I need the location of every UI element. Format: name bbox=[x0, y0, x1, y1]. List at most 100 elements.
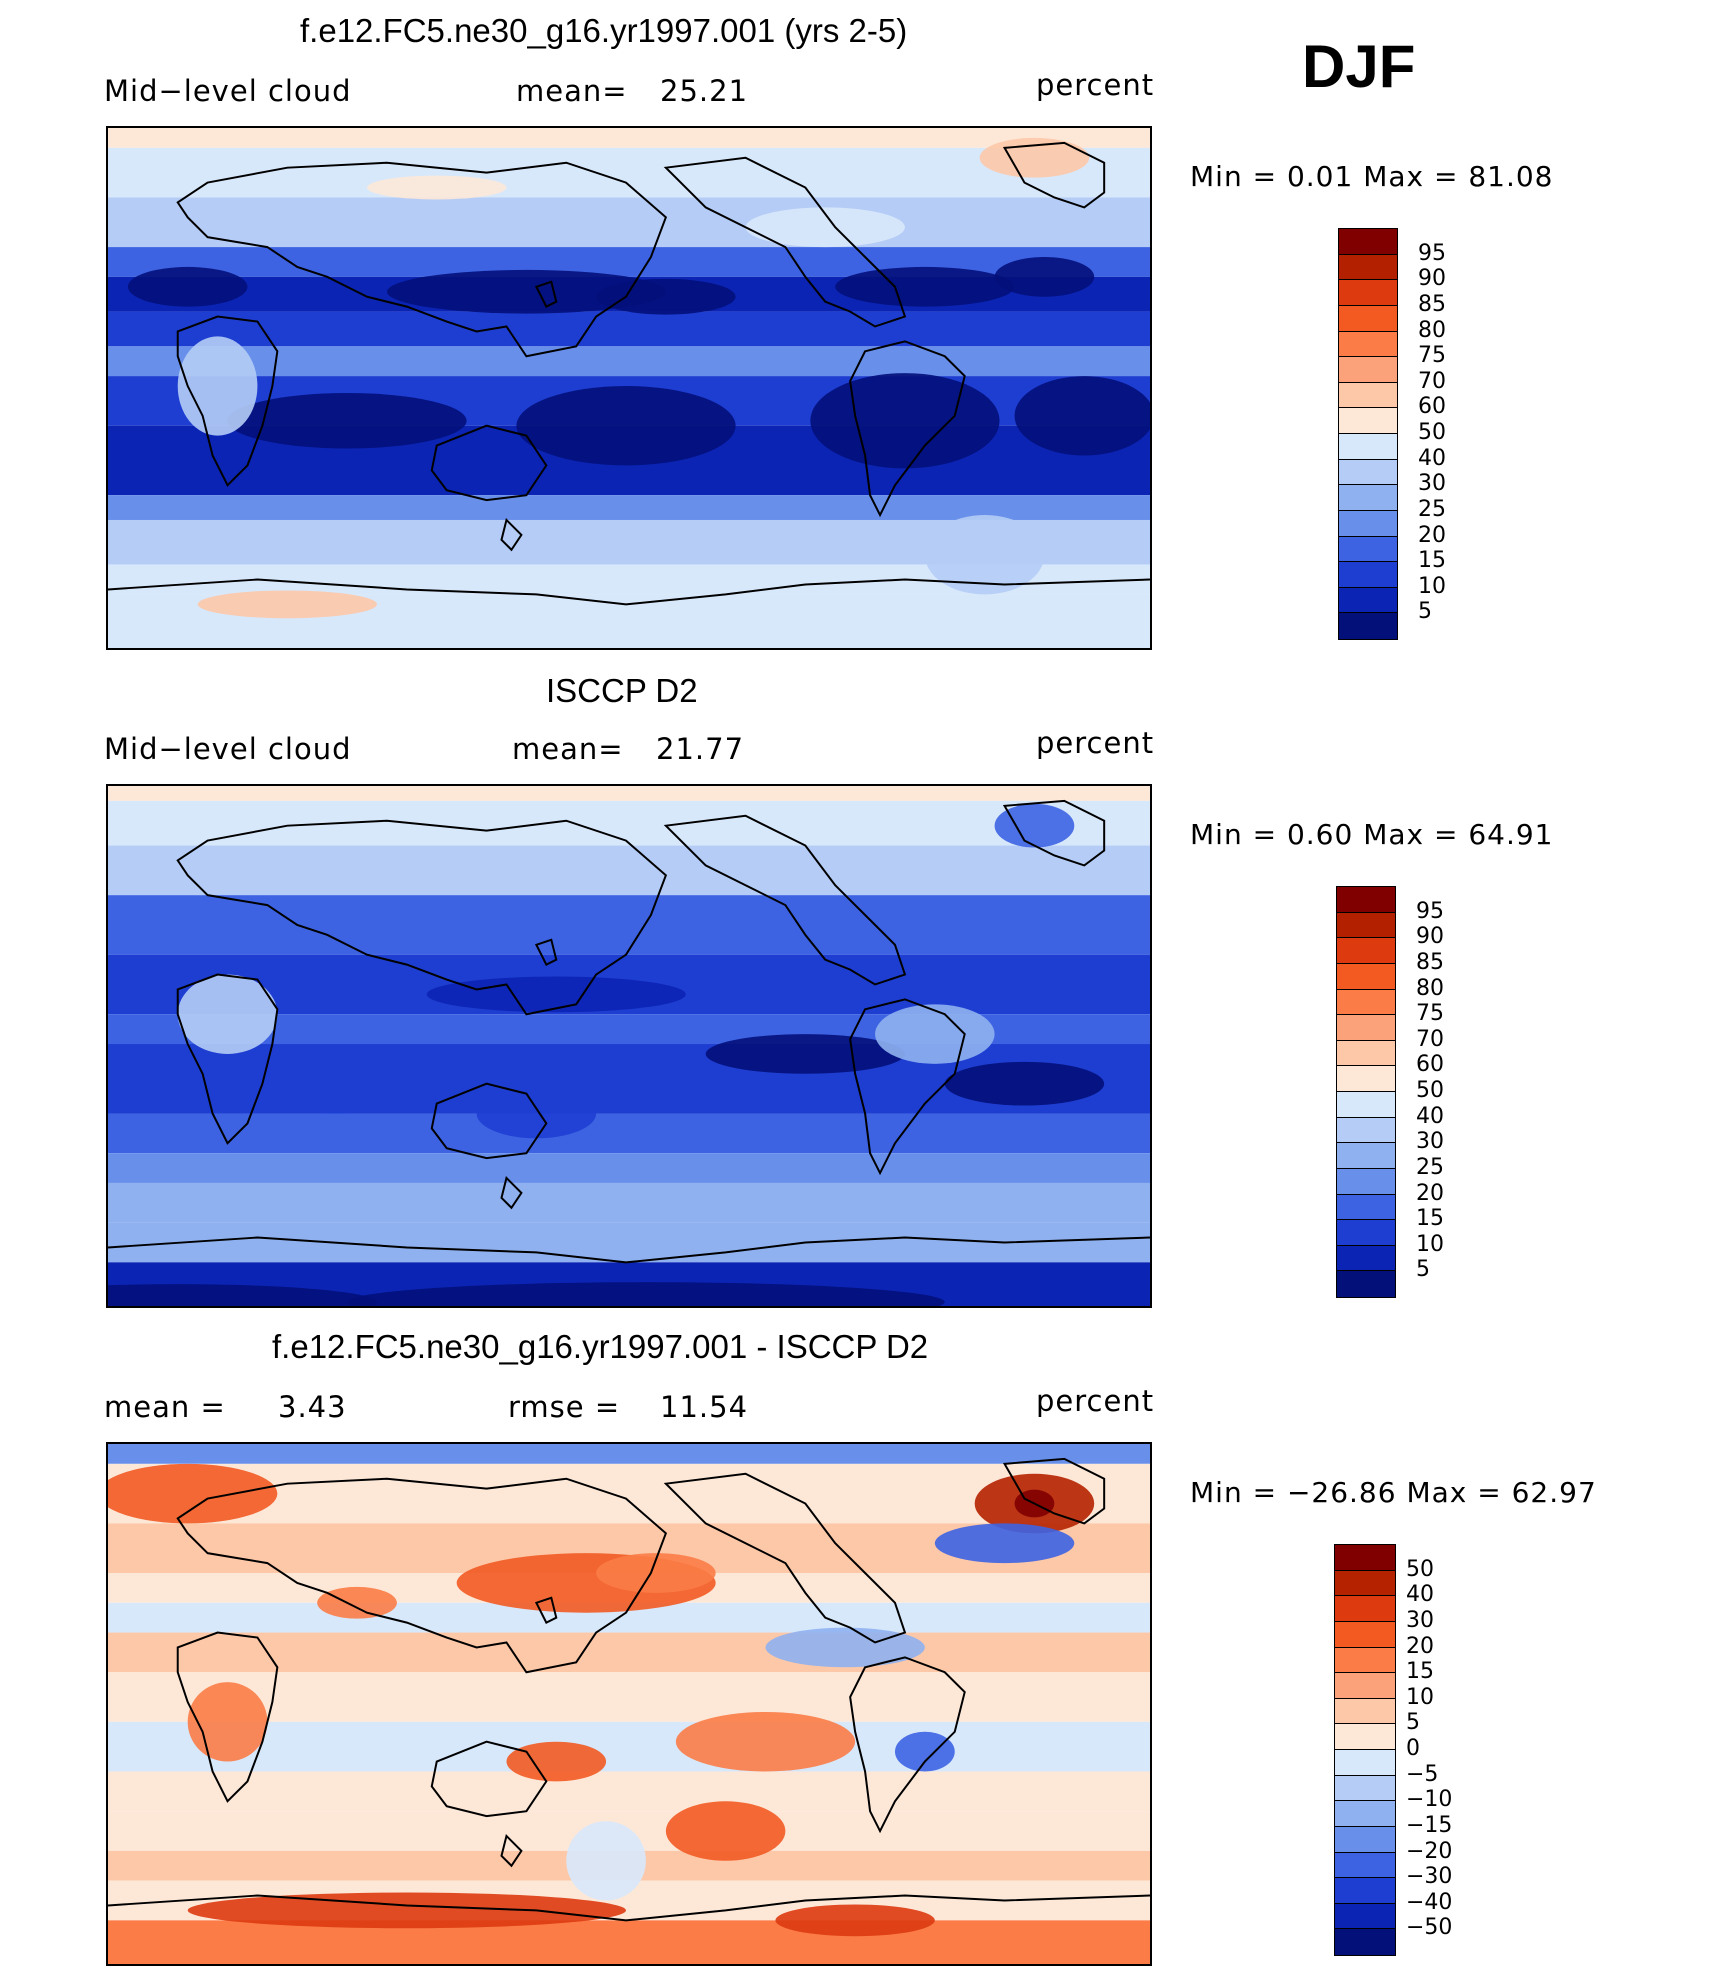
panel-2-map bbox=[106, 784, 1152, 1308]
colorbar-swatch bbox=[1335, 1570, 1395, 1597]
coastline bbox=[176, 973, 279, 1145]
map-band bbox=[108, 845, 1150, 896]
map-band bbox=[108, 1771, 1150, 1812]
colorbar-tick-label: 60 bbox=[1416, 1052, 1444, 1078]
map-contour-region bbox=[177, 974, 278, 1054]
colorbar-swatch bbox=[1339, 254, 1397, 281]
map-contour-region bbox=[979, 137, 1090, 178]
coastline bbox=[849, 340, 966, 518]
panel-1-colorbar-labels: 95 90 85 80 75 70 60 50 40 30 25 20 15 10 5 bbox=[1418, 228, 1478, 640]
colorbar-tick-label: 5 bbox=[1418, 599, 1432, 625]
panel-2-minmax: Min = 0.60 Max = 64.91 bbox=[1190, 818, 1554, 851]
map-contour-region bbox=[187, 1682, 268, 1762]
colorbar-tick-label: −40 bbox=[1406, 1889, 1453, 1915]
map-contour-region bbox=[894, 1731, 955, 1772]
colorbar-swatch bbox=[1335, 1801, 1395, 1827]
map-band bbox=[108, 1153, 1150, 1183]
map-band bbox=[108, 1632, 1150, 1673]
colorbar-tick-label: 20 bbox=[1418, 522, 1446, 548]
map-contour-region bbox=[347, 1282, 945, 1306]
panel-3-rmse-key: rmse = bbox=[508, 1390, 621, 1424]
panel-1-map-svg bbox=[108, 128, 1150, 648]
colorbar-tick-label: 20 bbox=[1416, 1180, 1444, 1206]
coastline bbox=[849, 998, 966, 1176]
map-contour-region bbox=[810, 373, 1000, 469]
map-band bbox=[108, 1444, 1150, 1464]
colorbar-tick-label: 75 bbox=[1416, 1001, 1444, 1027]
colorbar-swatch bbox=[1339, 536, 1397, 563]
panel-1-mean-value: 25.21 bbox=[660, 74, 749, 108]
coastline bbox=[108, 578, 1150, 606]
coastline bbox=[176, 1477, 668, 1674]
map-contour-region bbox=[506, 1741, 607, 1782]
colorbar-tick-label: 85 bbox=[1418, 291, 1446, 317]
map-contour-region bbox=[187, 1892, 627, 1929]
colorbar-swatch bbox=[1339, 331, 1397, 358]
coastline bbox=[500, 518, 523, 552]
colorbar-swatch bbox=[1335, 1724, 1395, 1750]
map-contour-region bbox=[247, 1053, 427, 1114]
map-contour-region bbox=[675, 1711, 856, 1772]
map-band bbox=[108, 895, 1150, 955]
colorbar-tick-label: 85 bbox=[1416, 949, 1444, 975]
colorbar-swatch bbox=[1339, 434, 1397, 460]
colorbar-swatch bbox=[1339, 382, 1397, 409]
coastline bbox=[430, 1082, 548, 1160]
colorbar-swatch bbox=[1339, 459, 1397, 486]
map-band bbox=[108, 247, 1150, 277]
colorbar-swatch bbox=[1339, 305, 1397, 332]
map-band bbox=[108, 311, 1150, 347]
coastline bbox=[430, 424, 548, 502]
coastline bbox=[176, 819, 668, 1016]
colorbar-swatch bbox=[1337, 1220, 1395, 1246]
colorbar-swatch bbox=[1337, 1194, 1395, 1221]
colorbar-tick-label: 95 bbox=[1416, 898, 1444, 924]
panel-1-minmax: Min = 0.01 Max = 81.08 bbox=[1190, 160, 1554, 193]
map-contour-region bbox=[367, 175, 507, 200]
colorbar-swatch bbox=[1335, 1903, 1395, 1930]
colorbar-swatch bbox=[1335, 1826, 1395, 1853]
colorbar-swatch bbox=[1337, 963, 1395, 990]
colorbar-swatch bbox=[1339, 408, 1397, 434]
map-contour-region bbox=[317, 1586, 397, 1619]
panel-3-map-svg bbox=[108, 1444, 1150, 1964]
panel-1-mean-key: mean= bbox=[516, 74, 628, 108]
colorbar-swatch bbox=[1337, 1092, 1395, 1118]
map-band bbox=[108, 1182, 1150, 1223]
map-band bbox=[108, 1463, 1150, 1524]
colorbar-swatch bbox=[1337, 1015, 1395, 1041]
panel-2-mean-value: 21.77 bbox=[656, 732, 745, 766]
map-contour-region bbox=[934, 1523, 1075, 1564]
coastline bbox=[534, 1596, 558, 1624]
coastline bbox=[176, 1631, 279, 1803]
colorbar-swatch bbox=[1335, 1775, 1395, 1802]
map-contour-region bbox=[994, 257, 1095, 297]
coastline bbox=[500, 1834, 523, 1868]
colorbar-tick-label: 20 bbox=[1406, 1633, 1434, 1659]
map-contour-region bbox=[197, 590, 377, 619]
colorbar-swatch bbox=[1339, 510, 1397, 537]
panel-2-variable-label: Mid−level cloud bbox=[104, 732, 352, 766]
coastline bbox=[430, 1740, 548, 1818]
panel-3-map bbox=[106, 1442, 1152, 1966]
map-contour-region bbox=[924, 515, 1045, 595]
colorbar-swatch bbox=[1335, 1852, 1395, 1879]
colorbar-tick-label: 10 bbox=[1416, 1231, 1444, 1257]
colorbar-swatch bbox=[1339, 280, 1397, 306]
panel-1-units: percent bbox=[1036, 68, 1155, 102]
coastline bbox=[534, 938, 558, 966]
colorbar-tick-label: 50 bbox=[1406, 1556, 1434, 1582]
colorbar-tick-label: 50 bbox=[1418, 420, 1446, 445]
panel-3-mean-value: 3.43 bbox=[278, 1390, 347, 1424]
colorbar-tick-label: 25 bbox=[1418, 496, 1446, 522]
panel-3-minmax: Min = −26.86 Max = 62.97 bbox=[1190, 1476, 1597, 1509]
colorbar-tick-label: 60 bbox=[1418, 394, 1446, 420]
colorbar-tick-label: 95 bbox=[1418, 240, 1446, 266]
map-contour-region bbox=[994, 803, 1075, 848]
colorbar-tick-label: 70 bbox=[1416, 1026, 1444, 1052]
panel-2-colorbar-labels: 95 90 85 80 75 70 60 50 40 30 25 20 15 10 5 bbox=[1416, 886, 1476, 1298]
map-contour-region bbox=[596, 1553, 716, 1593]
map-contour-region bbox=[227, 392, 467, 449]
colorbar-tick-label: −20 bbox=[1406, 1838, 1453, 1864]
map-contour-region bbox=[596, 278, 736, 315]
